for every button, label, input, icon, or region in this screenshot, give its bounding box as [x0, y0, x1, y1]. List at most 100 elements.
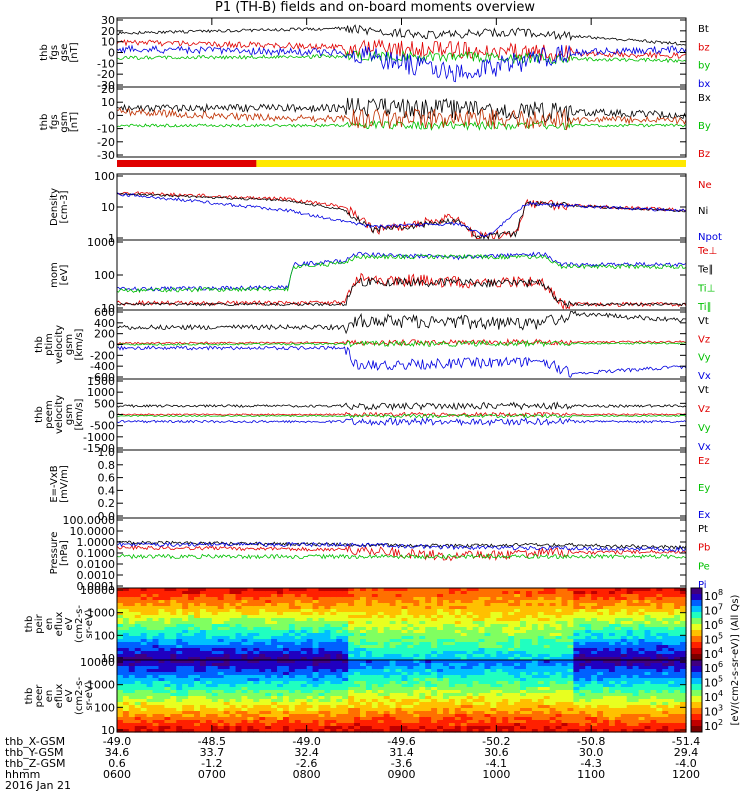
- heat-cell: [164, 642, 171, 646]
- heat-cell: [211, 672, 219, 676]
- heat-cell: [620, 681, 628, 685]
- heat-cell: [490, 633, 497, 637]
- heat-cell: [182, 657, 189, 661]
- heat-cell: [253, 630, 260, 634]
- heat-cell: [199, 594, 207, 598]
- heat-cell: [573, 642, 580, 646]
- heat-cell: [460, 651, 468, 655]
- heat-cell: [271, 696, 278, 700]
- heat-cell: [128, 600, 136, 604]
- heat-cell: [300, 678, 308, 682]
- heat-cell: [508, 708, 515, 712]
- heat-cell: [265, 657, 272, 661]
- heat-cell: [543, 666, 551, 670]
- heat-cell: [425, 627, 432, 631]
- heat-cell: [431, 594, 438, 598]
- heat-cell: [425, 666, 432, 670]
- heat-cell: [549, 675, 557, 679]
- heat-cell: [431, 708, 438, 712]
- heat-cell: [330, 729, 337, 733]
- heat-cell: [520, 711, 527, 715]
- heat-cell: [140, 714, 148, 718]
- heat-cell: [253, 597, 260, 601]
- heat-cell: [478, 642, 486, 646]
- heat-cell: [472, 600, 480, 604]
- heat-cell: [472, 669, 480, 673]
- heat-cell: [360, 699, 367, 703]
- heat-cell: [448, 588, 456, 592]
- heat-cell: [460, 663, 468, 667]
- heat-cell: [543, 594, 551, 598]
- heat-cell: [389, 717, 397, 721]
- heat-cell: [401, 726, 409, 730]
- heat-cell: [182, 618, 189, 622]
- heat-cell: [680, 717, 687, 721]
- heat-cell: [413, 588, 420, 592]
- heat-cell: [555, 648, 563, 652]
- heat-cell: [253, 681, 260, 685]
- heat-cell: [555, 588, 563, 592]
- heat-cell: [199, 726, 207, 730]
- heat-cell: [348, 588, 355, 592]
- heat-cell: [520, 651, 527, 655]
- y-tick-label: 100: [94, 629, 115, 642]
- heat-cell: [389, 603, 397, 607]
- heat-cell: [632, 660, 640, 664]
- heat-cell: [543, 708, 551, 712]
- heat-cell: [377, 609, 385, 613]
- heat-cell: [437, 621, 444, 625]
- heat-cell: [549, 720, 557, 724]
- heat-cell: [614, 720, 622, 724]
- heat-cell: [520, 669, 527, 673]
- heat-cell: [401, 711, 409, 715]
- heat-cell: [437, 609, 444, 613]
- heat-cell: [140, 711, 148, 715]
- heat-cell: [259, 597, 266, 601]
- heat-cell: [211, 720, 219, 724]
- heat-cell: [371, 594, 379, 598]
- heat-cell: [318, 615, 326, 619]
- heat-cell: [122, 702, 130, 706]
- heat-cell: [638, 639, 646, 643]
- heat-cell: [188, 681, 195, 685]
- heat-cell: [632, 594, 640, 598]
- heat-cell: [638, 588, 646, 592]
- heat-cell: [638, 663, 646, 667]
- heat-cell: [176, 729, 183, 733]
- heat-cell: [543, 693, 551, 697]
- heat-cell: [413, 696, 420, 700]
- heat-cell: [650, 597, 657, 601]
- heat-cell: [490, 591, 497, 595]
- heat-cell: [531, 600, 539, 604]
- heat-cell: [253, 699, 260, 703]
- heat-cell: [188, 609, 195, 613]
- heat-cell: [472, 654, 480, 658]
- heat-cell: [537, 603, 545, 607]
- heat-cell: [312, 612, 320, 616]
- heat-cell: [614, 690, 622, 694]
- heat-cell: [508, 681, 515, 685]
- heat-cell: [591, 660, 598, 664]
- heat-cell: [448, 696, 456, 700]
- heat-cell: [555, 714, 563, 718]
- heat-cell: [626, 624, 634, 628]
- heat-cell: [460, 639, 468, 643]
- colorbar-tick-exponent: 4: [718, 689, 723, 698]
- heat-cell: [537, 729, 545, 733]
- heat-cell: [484, 714, 492, 718]
- te-par-trace: [117, 276, 686, 309]
- heat-cell: [626, 597, 634, 601]
- heat-cell: [484, 684, 492, 688]
- heat-cell: [122, 606, 130, 610]
- heat-cell: [531, 666, 539, 670]
- heat-cell: [543, 597, 551, 601]
- heat-cell: [555, 615, 563, 619]
- heat-cell: [579, 651, 586, 655]
- heat-cell: [306, 627, 314, 631]
- heat-cell: [466, 645, 474, 649]
- heat-cell: [306, 594, 314, 598]
- heat-cell: [537, 693, 545, 697]
- heat-cell: [431, 723, 438, 727]
- heat-cell: [330, 726, 337, 730]
- heat-cell: [407, 591, 414, 595]
